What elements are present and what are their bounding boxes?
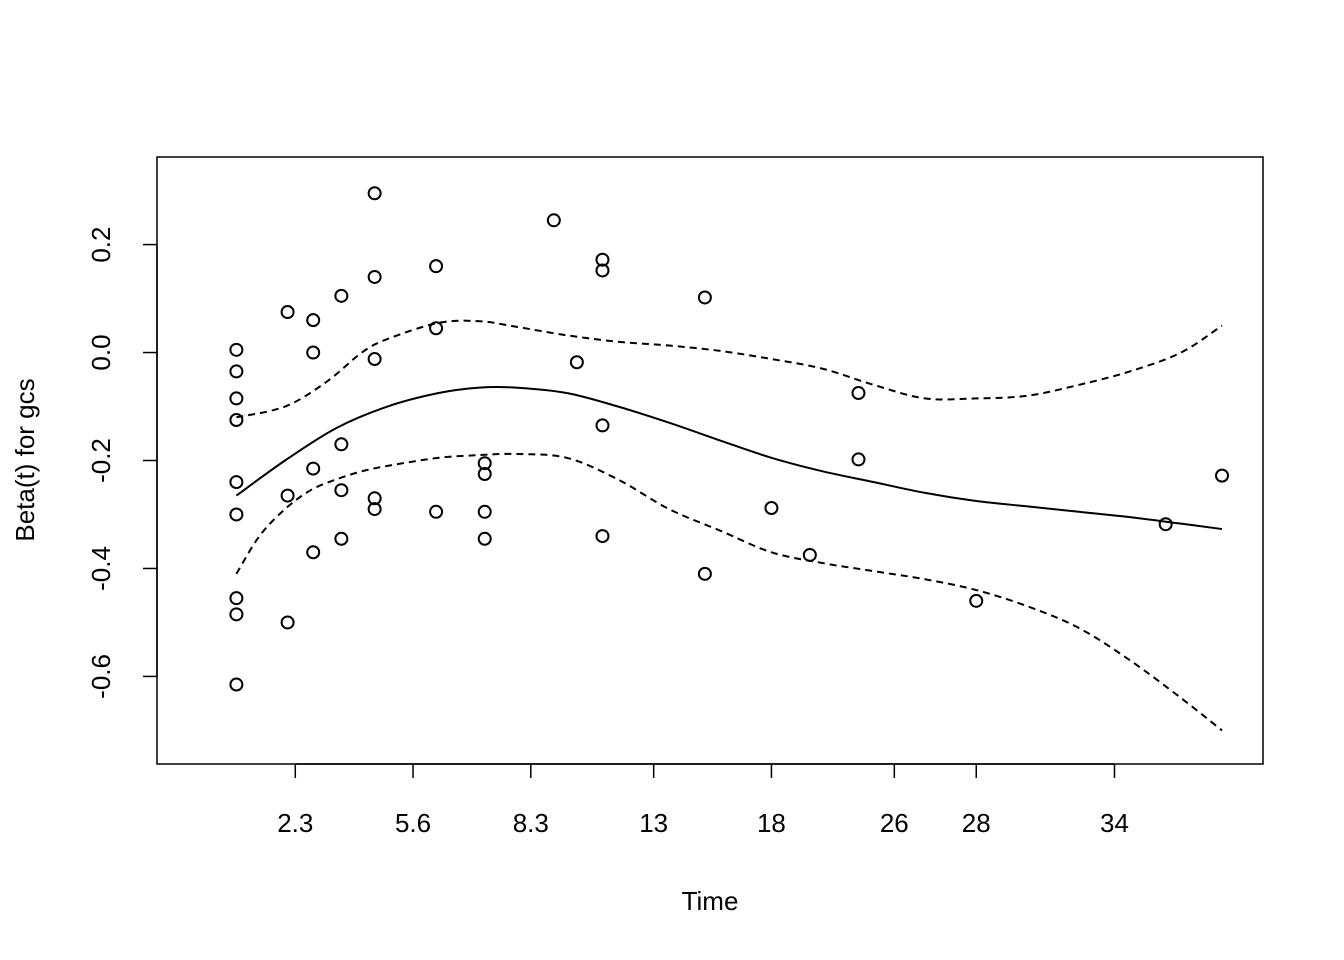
data-point (229, 364, 244, 379)
data-point (429, 321, 444, 336)
data-point (802, 547, 817, 562)
x-tick-label: 8.3 (513, 808, 549, 838)
data-point (280, 488, 295, 503)
data-point (367, 352, 382, 367)
data-point (306, 313, 321, 328)
data-point (1158, 517, 1173, 532)
y-axis: -0.6 -0.4 -0.2 0.0 0.2 (86, 226, 158, 699)
y-tick-label: 0.0 (86, 334, 116, 370)
data-point (477, 504, 492, 519)
x-tick-label: 2.3 (277, 808, 313, 838)
data-point (595, 418, 610, 433)
data-point (851, 386, 866, 401)
data-point (229, 475, 244, 490)
data-point (334, 483, 349, 498)
data-point (229, 413, 244, 428)
points (229, 186, 1229, 692)
data-point (697, 566, 712, 581)
data-point (477, 456, 492, 471)
fit-curve (235, 385, 1223, 531)
x-tick-label: 18 (757, 808, 786, 838)
y-tick-label: -0.6 (86, 654, 116, 699)
y-tick-label: -0.2 (86, 438, 116, 483)
plot-frame (156, 156, 1264, 765)
data-point (477, 466, 492, 481)
data-point (1215, 468, 1229, 483)
x-axis-title: Time (682, 886, 739, 916)
y-tick-label: 0.2 (86, 226, 116, 262)
data-point (306, 345, 321, 360)
data-point (851, 452, 866, 467)
data-point (595, 263, 610, 278)
upper-ci-curve (236, 319, 1223, 419)
y-axis-title: Beta(t) for gcs (10, 378, 40, 541)
x-tick-label: 28 (962, 808, 991, 838)
data-point (280, 305, 295, 320)
x-tick-label: 34 (1100, 808, 1129, 838)
data-point (229, 391, 244, 406)
x-tick-label: 26 (880, 808, 909, 838)
data-point (367, 491, 382, 506)
data-point (429, 504, 444, 519)
data-point (595, 529, 610, 544)
data-point (229, 677, 244, 692)
data-point (546, 213, 561, 228)
data-point (429, 259, 444, 274)
lower-ci-curve (235, 452, 1223, 732)
data-point (334, 288, 349, 303)
data-point (306, 545, 321, 560)
x-axis: 2.3 5.6 8.3 13 18 26 28 34 (277, 763, 1129, 838)
data-point (697, 290, 712, 305)
data-point (764, 501, 779, 516)
data-point (477, 531, 492, 546)
data-point (367, 186, 382, 201)
data-point (334, 531, 349, 546)
data-point (595, 252, 610, 267)
data-point (229, 342, 244, 357)
data-point (569, 355, 584, 370)
data-point (280, 615, 295, 630)
data-point (229, 507, 244, 522)
data-point (367, 269, 382, 284)
y-tick-label: -0.4 (86, 546, 116, 591)
data-point (367, 502, 382, 517)
x-tick-label: 13 (639, 808, 668, 838)
data-point (334, 437, 349, 452)
data-point (969, 593, 984, 608)
data-point (229, 591, 244, 606)
curves (235, 319, 1223, 732)
x-tick-label: 5.6 (395, 808, 431, 838)
data-point (306, 461, 321, 476)
data-point (229, 607, 244, 622)
